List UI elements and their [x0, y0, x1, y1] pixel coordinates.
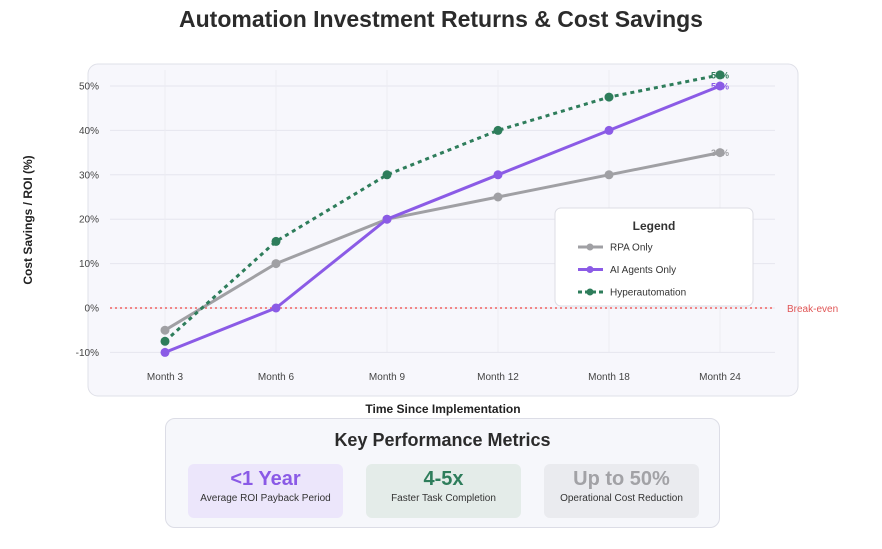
metric-card-roi-payback: <1 Year Average ROI Payback Period [188, 464, 343, 518]
data-point [382, 214, 392, 224]
data-point [715, 81, 725, 91]
metric-label: Average ROI Payback Period [200, 493, 331, 504]
metric-label: Faster Task Completion [391, 493, 496, 504]
y-axis-title: Cost Savings / ROI (%) [21, 155, 35, 284]
y-tick-label: 40% [79, 126, 99, 137]
metric-card-task-speed: 4-5x Faster Task Completion [366, 464, 521, 518]
legend-title: Legend [633, 219, 676, 233]
data-point [604, 125, 614, 135]
y-tick-label: 10% [79, 259, 99, 270]
legend-label: Hyperautomation [610, 288, 686, 299]
metric-card-cost-reduction: Up to 50% Operational Cost Reduction [544, 464, 699, 518]
x-tick-label: Month 3 [147, 372, 184, 383]
data-point [271, 303, 281, 313]
x-tick-label: Month 12 [477, 372, 519, 383]
metric-value: Up to 50% [573, 468, 670, 490]
legend-label: RPA Only [610, 243, 653, 254]
y-tick-label: -10% [76, 348, 99, 359]
end-value-label: 35% [711, 148, 729, 158]
legend-box [554, 207, 754, 307]
data-point [493, 125, 503, 135]
x-tick-label: Month 9 [369, 372, 406, 383]
y-tick-label: 30% [79, 170, 99, 181]
end-value-label: 53% [711, 70, 729, 80]
metrics-title: Key Performance Metrics [334, 430, 551, 450]
y-tick-label: 50% [79, 82, 99, 93]
data-point [160, 336, 170, 346]
data-point [604, 170, 614, 180]
data-point [271, 236, 281, 246]
data-point [715, 70, 725, 80]
metric-label: Operational Cost Reduction [560, 493, 683, 504]
metric-value: 4-5x [423, 468, 464, 490]
x-axis-title: Time Since Implementation [365, 402, 520, 416]
series-line-0 [164, 151, 721, 332]
data-point [493, 192, 503, 202]
break-even-label: Break-even [787, 304, 838, 315]
legend-marker [586, 288, 594, 296]
data-point [271, 259, 281, 269]
data-point [160, 325, 170, 335]
chart-title: Automation Investment Returns & Cost Sav… [179, 6, 703, 32]
y-tick-label: 0% [85, 304, 100, 315]
metric-value: <1 Year [230, 468, 301, 490]
data-point [604, 92, 614, 102]
series-line-1 [164, 84, 721, 354]
data-point [382, 170, 392, 180]
legend-marker [586, 266, 594, 273]
x-tick-label: Month 6 [258, 372, 295, 383]
x-tick-label: Month 24 [699, 372, 741, 383]
end-value-label: 50% [711, 82, 729, 92]
metrics-panel: Key Performance Metrics <1 Year Average … [165, 418, 720, 528]
series-line-2 [163, 73, 721, 343]
legend-marker [586, 243, 594, 251]
data-point [715, 148, 725, 158]
data-point [493, 170, 503, 180]
x-tick-label: Month 18 [588, 372, 630, 383]
data-point [160, 347, 170, 357]
legend-label: AI Agents Only [610, 265, 676, 276]
y-tick-label: 20% [79, 215, 99, 226]
